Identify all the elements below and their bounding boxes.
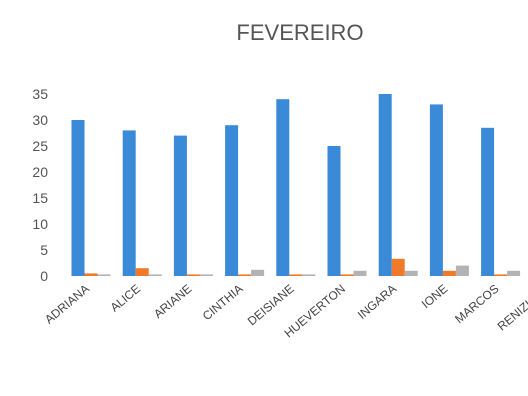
y-tick-label: 30 [32,112,48,128]
x-tick-label: MARCOS [452,282,501,327]
bar-hueverton-s1 [327,146,341,276]
x-tick-label: IONE [419,282,450,312]
bar-marcos-s3 [507,270,521,276]
bar-ione-s2 [442,270,456,276]
bar-ingara-s3 [404,270,418,276]
bar-adriana-s3 [97,274,111,276]
x-tick-label: RENIZIANE [495,282,528,334]
bar-adriana-s2 [84,273,98,276]
bar-series [71,94,521,277]
bar-cinthia-s3 [251,269,265,276]
y-axis-ticks: 0 5 10 15 20 25 30 35 [32,86,48,284]
bar-deisiane-s3 [302,274,316,276]
y-tick-label: 5 [40,242,48,258]
x-tick-label: INGARA [355,282,399,322]
bar-hueverton-s2 [340,274,354,276]
bar-marcos-s1 [481,127,495,276]
bar-ione-s3 [455,265,469,276]
y-tick-label: 0 [40,268,48,284]
bar-cinthia-s2 [238,274,252,276]
bar-ingara-s2 [391,258,405,276]
bar-alice-s3 [148,274,162,276]
bar-deisiane-s1 [276,99,290,276]
bar-ariane-s3 [199,274,213,276]
bar-alice-s1 [122,130,136,276]
bar-ariane-s2 [186,274,200,276]
bar-ariane-s1 [173,135,187,276]
x-tick-label: ARIANE [151,282,194,321]
bar-cinthia-s1 [225,125,239,276]
bar-deisiane-s2 [289,274,303,276]
bar-marcos-s2 [494,274,508,276]
bar-alice-s2 [135,268,149,276]
y-tick-label: 35 [32,86,48,102]
chart-title: FEVEREIRO [236,20,363,45]
bar-ingara-s1 [378,94,392,276]
bar-hueverton-s3 [353,270,367,276]
bar-adriana-s1 [71,120,85,276]
x-axis-labels: ADRIANA ALICE ARIANE CINTHIA DEISIANEHUEVERT… [42,282,528,341]
y-tick-label: 10 [32,216,48,232]
x-tick-label: ALICE [108,282,144,315]
x-tick-label: CINTHIA [200,282,246,324]
x-tick-label: ADRIANA [42,282,92,327]
y-tick-label: 20 [32,164,48,180]
y-tick-label: 15 [32,190,48,206]
y-tick-label: 25 [32,138,48,154]
x-tick-label: DEISIANE [245,282,297,329]
bar-ione-s1 [429,104,443,277]
